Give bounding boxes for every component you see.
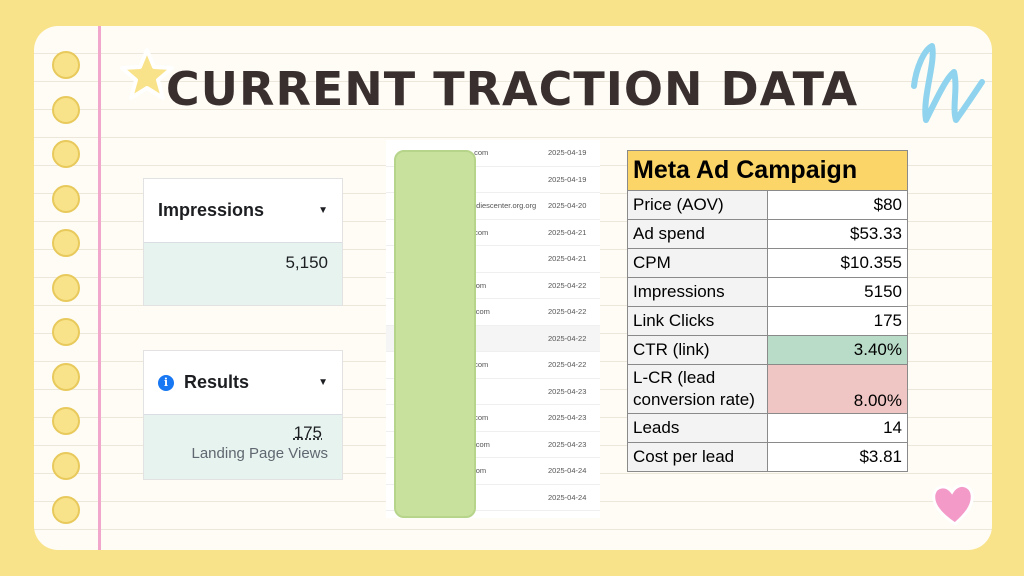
impressions-card: Impressions ▼ 5,150	[143, 178, 343, 306]
results-sublabel: Landing Page Views	[191, 445, 329, 462]
metric-value: $80	[767, 190, 908, 220]
list-item[interactable]: .com 2025-04-19	[386, 140, 600, 167]
results-card: i Results ▼ 175 Landing Page Views	[143, 350, 343, 480]
table-row: Cost per lead $3.81	[627, 442, 908, 472]
list-item[interactable]: 2025-04-19	[386, 167, 600, 193]
redaction-block	[394, 150, 476, 518]
impressions-value: 5,150	[285, 253, 328, 272]
list-item-date: 2025-04-22	[548, 360, 587, 370]
list-item-date: 2025-04-23	[548, 439, 587, 449]
metric-value: 3.40%	[767, 335, 908, 365]
binder-hole	[52, 51, 80, 79]
metric-label: CPM	[627, 248, 768, 278]
list-item-date: 2025-04-22	[548, 307, 587, 317]
impressions-value-cell: 5,150	[144, 243, 342, 305]
list-item-date: 2025-04-23	[548, 386, 587, 396]
list-item-date: 2025-04-19	[548, 174, 587, 184]
squiggle-icon	[911, 43, 985, 123]
list-item-date: 2025-04-20	[548, 201, 587, 211]
list-item-domain: l.com	[472, 439, 490, 449]
binder-hole	[52, 407, 80, 435]
list-item[interactable]: com 2025-04-22	[386, 273, 600, 299]
list-item[interactable]: l.com 2025-04-23	[386, 432, 600, 458]
metric-label: L-CR (lead conversion rate)	[627, 364, 768, 414]
table-row: CPM $10.355	[627, 248, 908, 278]
metric-label: Ad spend	[627, 219, 768, 249]
list-item-domain: .com	[472, 148, 489, 158]
table-title: Meta Ad Campaign	[627, 150, 908, 191]
binder-hole	[52, 229, 80, 257]
margin-line	[98, 26, 101, 550]
list-item[interactable]: 2025-04-24	[386, 485, 600, 511]
list-item[interactable]: .com 2025-04-22	[386, 352, 600, 379]
list-item[interactable]: l.com 2025-04-22	[386, 299, 600, 326]
table-row: Impressions 5150	[627, 277, 908, 307]
table-row: Link Clicks 175	[627, 306, 908, 336]
list-item[interactable]: 2025-04-21	[386, 246, 600, 273]
metric-label: CTR (link)	[627, 335, 768, 365]
table-header-row: Meta Ad Campaign	[627, 150, 908, 191]
table-row: CTR (link) 3.40%	[627, 335, 908, 365]
list-item[interactable]: adiescenter.org.org 2025-04-20	[386, 193, 600, 220]
list-item-date: 2025-04-21	[548, 227, 587, 237]
binder-hole	[52, 274, 80, 302]
star-icon	[120, 48, 174, 100]
binder-hole	[52, 96, 80, 124]
list-item-date: 2025-04-22	[548, 333, 587, 343]
results-label: Results	[184, 372, 250, 392]
list-item[interactable]: .com 2025-04-23	[386, 405, 600, 432]
metric-label: Impressions	[627, 277, 768, 307]
list-item-domain: .com	[472, 413, 489, 423]
table-row: Price (AOV) $80	[627, 190, 908, 220]
binder-hole	[52, 363, 80, 391]
metric-label: Cost per lead	[627, 442, 768, 472]
meta-ad-campaign-table: Meta Ad Campaign Price (AOV) $80 Ad spend $…	[627, 150, 908, 472]
list-item-domain: com	[472, 466, 487, 476]
table-row: Ad spend $53.33	[627, 219, 908, 249]
metric-value: 175	[767, 306, 908, 336]
results-value[interactable]: 175	[293, 423, 322, 442]
list-item[interactable]: 2025-04-23	[386, 379, 600, 405]
results-value-cell: 175 Landing Page Views	[144, 415, 342, 479]
list-item-domain: l.com	[472, 307, 490, 317]
table-row: Leads 14	[627, 413, 908, 443]
metric-value: 8.00%	[767, 364, 908, 414]
list-item-date: 2025-04-23	[548, 413, 587, 423]
binder-hole	[52, 140, 80, 168]
list-item-date: 2025-04-22	[548, 280, 587, 290]
list-item-domain: com	[472, 280, 487, 290]
list-item-domain: .com	[472, 360, 489, 370]
metric-label: Leads	[627, 413, 768, 443]
impressions-label: Impressions	[158, 200, 265, 220]
metric-value: $53.33	[767, 219, 908, 249]
list-item[interactable]: com 2025-04-24	[386, 458, 600, 485]
table-row: L-CR (lead conversion rate) 8.00%	[627, 364, 908, 414]
caret-down-icon[interactable]: ▼	[318, 377, 328, 388]
page-title: CURRENT TRACTION DATA	[165, 62, 859, 116]
metric-value: $10.355	[767, 248, 908, 278]
heart-icon	[932, 484, 974, 526]
binder-hole	[52, 318, 80, 346]
binder-hole	[52, 496, 80, 524]
results-header[interactable]: i Results ▼	[144, 351, 342, 415]
binder-hole	[52, 185, 80, 213]
metric-value: 14	[767, 413, 908, 443]
metric-label: Price (AOV)	[627, 190, 768, 220]
list-item-date: 2025-04-24	[548, 492, 587, 502]
list-item-domain: adiescenter.org.org	[472, 201, 537, 211]
info-icon[interactable]: i	[158, 374, 174, 391]
list-item[interactable]: .com 2025-04-21	[386, 220, 600, 246]
list-item-date: 2025-04-19	[548, 148, 587, 158]
binder-hole	[52, 452, 80, 480]
list-item-date: 2025-04-24	[548, 466, 587, 476]
metric-value: $3.81	[767, 442, 908, 472]
caret-down-icon[interactable]: ▼	[318, 205, 328, 216]
list-item-date: 2025-04-21	[548, 254, 587, 264]
list-item-domain: .com	[472, 227, 489, 237]
metric-value: 5150	[767, 277, 908, 307]
metric-label: Link Clicks	[627, 306, 768, 336]
impressions-header[interactable]: Impressions ▼	[144, 179, 342, 243]
